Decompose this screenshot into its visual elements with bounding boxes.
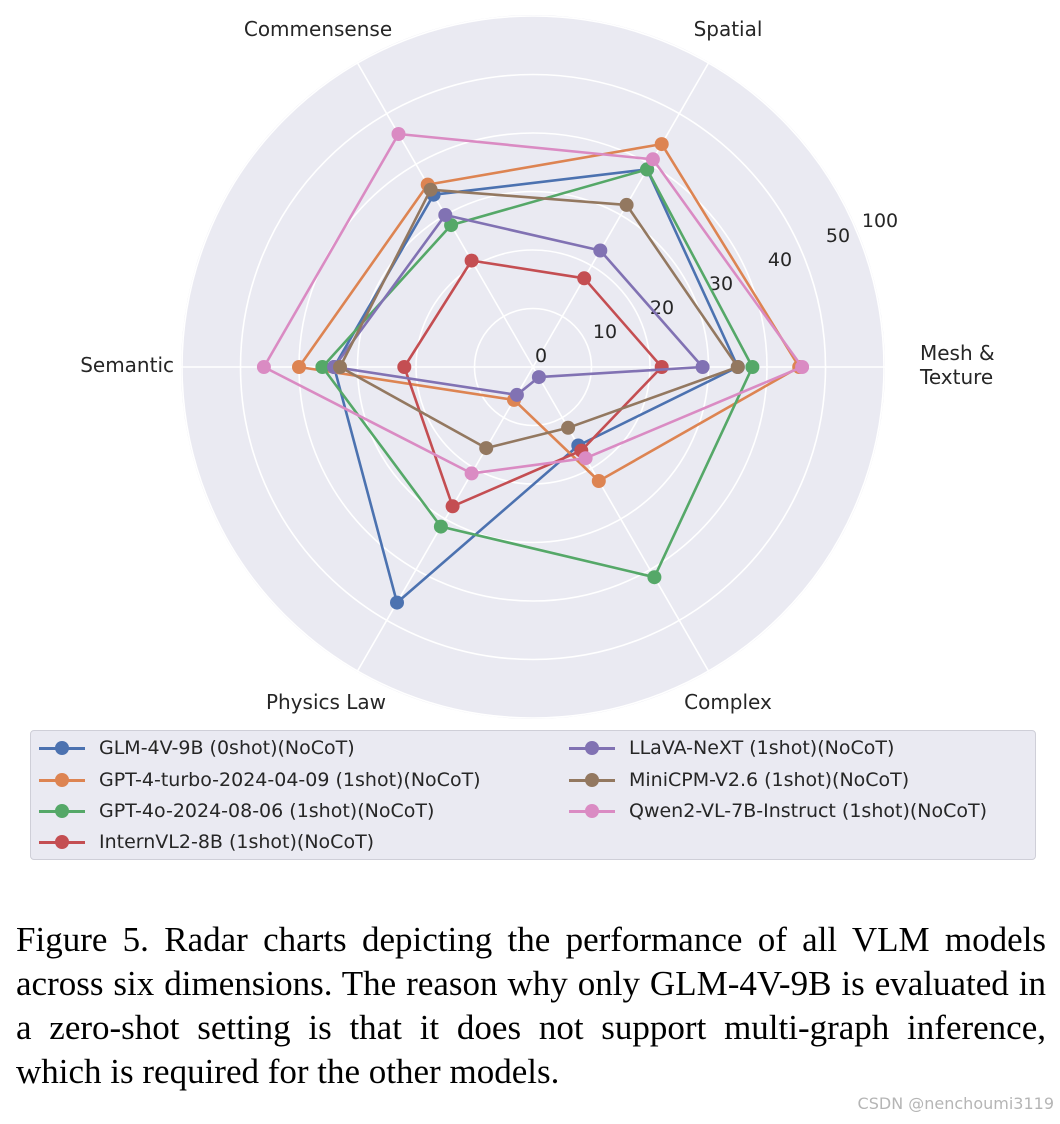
series-point xyxy=(433,519,448,534)
legend-label: GPT-4o-2024-08-06 (1shot)(NoCoT) xyxy=(99,800,435,822)
radial-tick-label: 30 xyxy=(709,273,733,295)
series-point xyxy=(391,127,406,141)
legend-label: Qwen2-VL-7B-Instruct (1shot)(NoCoT) xyxy=(629,800,988,822)
legend-item: MiniCPM-V2.6 (1shot)(NoCoT) xyxy=(569,765,909,795)
legend-item: LLaVA-NeXT (1shot)(NoCoT) xyxy=(569,733,894,763)
series-point xyxy=(619,197,634,212)
series-point xyxy=(390,595,404,610)
legend-swatch xyxy=(39,832,85,852)
series-point xyxy=(730,360,745,374)
radial-tick-label: 0 xyxy=(535,345,547,367)
legend-label: InternVL2-8B (1shot)(NoCoT) xyxy=(99,831,375,853)
series-group xyxy=(333,182,745,456)
series-point xyxy=(315,360,330,374)
legend-item: InternVL2-8B (1shot)(NoCoT) xyxy=(39,827,374,857)
radar-grid xyxy=(181,15,885,719)
legend-swatch xyxy=(39,770,85,790)
series-point xyxy=(509,387,524,402)
legend-label: LLaVA-NeXT (1shot)(NoCoT) xyxy=(629,737,895,759)
series-point xyxy=(561,420,576,435)
series-point xyxy=(647,570,662,585)
radar-chart: Mesh & Texture Spatial Commensense Semantic P… xyxy=(80,15,995,719)
series-point xyxy=(256,360,271,374)
series-point xyxy=(333,360,347,374)
series-point xyxy=(438,208,453,222)
series-point xyxy=(479,441,494,456)
axis-label: Commensense xyxy=(244,17,392,41)
series-point xyxy=(795,360,810,374)
radial-tick-label: 100 xyxy=(862,210,898,232)
series-layer xyxy=(256,127,810,610)
legend-label: GPT-4-turbo-2024-04-09 (1shot)(NoCoT) xyxy=(99,769,481,791)
series-point xyxy=(531,370,546,385)
watermark: CSDN @nenchoumi3119 xyxy=(857,1094,1054,1113)
series-point xyxy=(654,137,669,152)
legend: GLM-4V-9B (0shot)(NoCoT) GPT-4-turbo-2024… xyxy=(30,730,1036,860)
series-point xyxy=(464,253,479,268)
radial-tick-label: 40 xyxy=(768,249,792,271)
series-point xyxy=(445,499,460,514)
series-point xyxy=(577,271,592,286)
legend-swatch xyxy=(39,801,85,821)
grid-spoke xyxy=(356,366,534,673)
series-point xyxy=(591,474,606,488)
series-point xyxy=(695,360,710,374)
radial-tick-label: 20 xyxy=(650,297,674,319)
series-group xyxy=(315,162,760,585)
axis-label: Complex xyxy=(684,690,772,714)
legend-label: GLM-4V-9B (0shot)(NoCoT) xyxy=(99,737,355,759)
legend-swatch xyxy=(39,738,85,758)
axis-labels: Mesh & Texture Spatial Commensense Semantic P… xyxy=(80,17,994,714)
figure-caption: Figure 5. Radar charts depicting the per… xyxy=(16,920,1046,1091)
axis-label: Semantic xyxy=(80,353,174,377)
series-point xyxy=(645,152,660,167)
legend-item: GPT-4o-2024-08-06 (1shot)(NoCoT) xyxy=(39,796,434,826)
series-point xyxy=(397,360,412,374)
legend-swatch xyxy=(569,801,615,821)
series-point xyxy=(464,466,479,481)
radial-tick-label: 50 xyxy=(826,225,850,247)
series-point xyxy=(654,360,669,374)
series-point xyxy=(423,182,438,197)
legend-item: GLM-4V-9B (0shot)(NoCoT) xyxy=(39,733,355,763)
series-group xyxy=(256,127,810,481)
legend-item: GPT-4-turbo-2024-04-09 (1shot)(NoCoT) xyxy=(39,765,481,795)
grid-spoke xyxy=(532,61,710,368)
axis-label: Mesh & Texture xyxy=(919,341,995,389)
radar-svg: Mesh & Texture Spatial Commensense Semantic P… xyxy=(80,15,995,719)
series-point xyxy=(578,451,593,466)
legend-swatch xyxy=(569,770,615,790)
legend-swatch xyxy=(569,738,615,758)
radial-tick-label: 10 xyxy=(593,321,617,343)
series-point xyxy=(292,360,306,374)
grid-spoke xyxy=(532,366,710,673)
axis-label: Physics Law xyxy=(266,690,386,714)
legend-label: MiniCPM-V2.6 (1shot)(NoCoT) xyxy=(629,769,910,791)
axis-label: Spatial xyxy=(694,17,763,41)
legend-item: Qwen2-VL-7B-Instruct (1shot)(NoCoT) xyxy=(569,796,987,826)
series-point xyxy=(593,243,608,258)
series-point xyxy=(745,360,760,374)
